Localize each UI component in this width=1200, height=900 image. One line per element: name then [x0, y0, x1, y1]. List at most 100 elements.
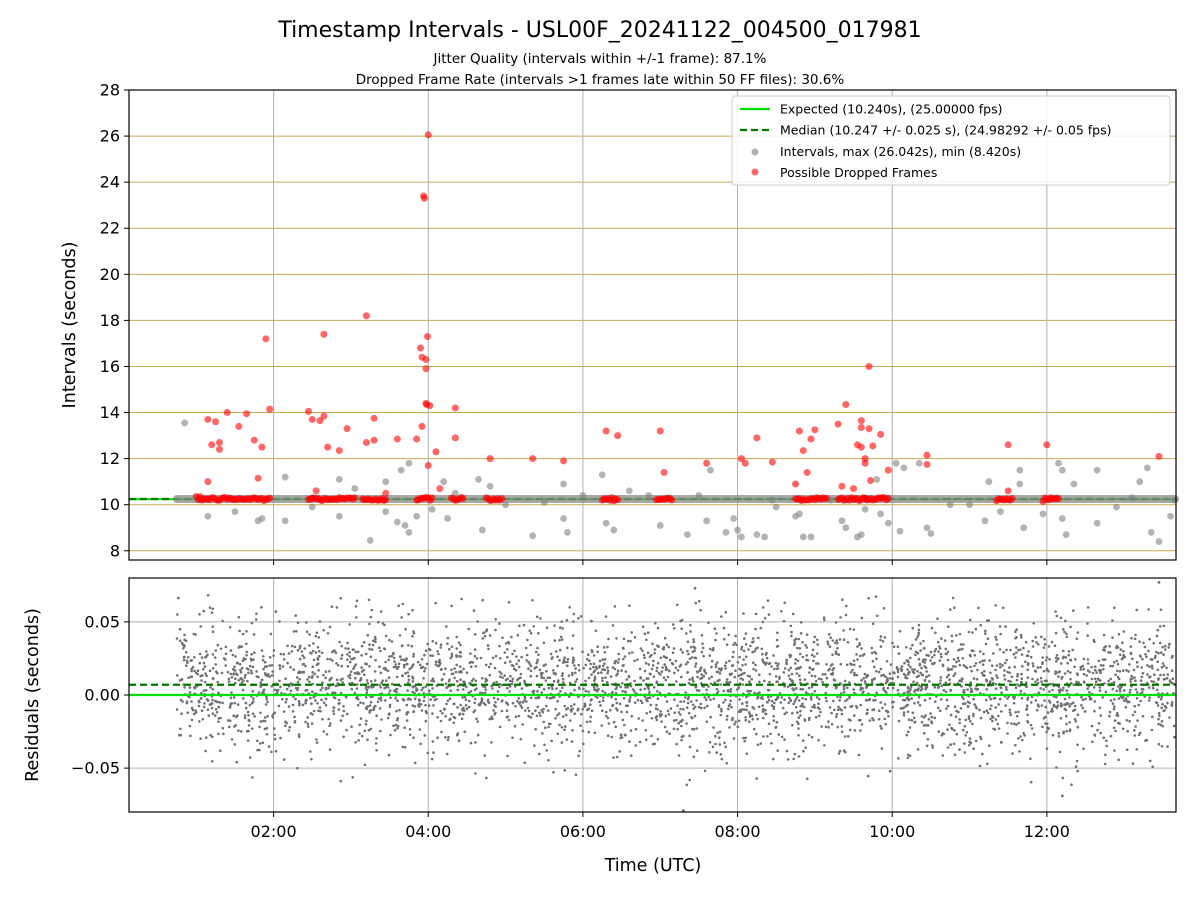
residual-point — [731, 718, 734, 721]
residual-point — [1006, 697, 1009, 700]
residual-point — [359, 717, 363, 720]
residual-point — [843, 735, 847, 738]
residual-point — [272, 654, 275, 658]
residual-point — [1159, 673, 1162, 677]
legend-intervals-label: Intervals, max (26.042s), min (8.420s) — [780, 144, 1021, 159]
residual-point — [1118, 653, 1122, 657]
residual-point — [496, 697, 500, 701]
residual-point — [847, 718, 851, 721]
residual-point — [561, 686, 564, 690]
residual-point — [467, 705, 471, 709]
residual-point — [859, 688, 862, 691]
residual-point — [801, 655, 805, 659]
residual-point — [1117, 758, 1120, 762]
residual-point — [767, 695, 770, 699]
residual-point — [783, 698, 786, 701]
residual-point — [699, 677, 702, 680]
residual-point — [1156, 628, 1160, 632]
residual-point — [1107, 651, 1110, 654]
residual-point — [346, 665, 350, 668]
residual-point — [984, 629, 987, 633]
residual-point — [1111, 702, 1115, 705]
residual-point — [486, 644, 490, 647]
residual-point — [203, 702, 206, 705]
residual-point — [188, 686, 192, 689]
residual-point — [1064, 619, 1067, 623]
residual-point — [817, 697, 821, 701]
residual-point — [944, 647, 948, 651]
residual-point — [799, 665, 802, 669]
residual-point — [1091, 671, 1095, 675]
interval-point — [1070, 480, 1078, 488]
dropped-frame-point — [656, 427, 664, 435]
dropped-frame-point — [262, 335, 270, 343]
chart-subtitle-dropped: Dropped Frame Rate (intervals >1 frames … — [356, 72, 845, 88]
residual-point — [1150, 664, 1154, 668]
residual-point — [968, 743, 971, 747]
residual-point — [371, 643, 375, 647]
residual-point — [353, 671, 357, 675]
residual-point — [190, 706, 194, 710]
residual-point — [561, 672, 564, 675]
residual-point — [1112, 681, 1116, 684]
residual-point — [924, 714, 927, 717]
residual-point — [795, 720, 799, 724]
residual-point — [729, 687, 733, 691]
residual-point — [284, 677, 287, 681]
residual-point — [939, 682, 942, 685]
residual-point — [417, 702, 421, 706]
residual-point — [997, 714, 1000, 718]
residual-point — [202, 705, 206, 709]
residual-point — [652, 659, 655, 663]
residual-point — [992, 681, 995, 685]
residual-point — [213, 714, 217, 717]
residual-point — [923, 678, 927, 682]
residual-point — [1112, 707, 1116, 711]
residual-point — [560, 741, 564, 744]
residual-point — [917, 628, 921, 632]
residual-point — [413, 705, 417, 708]
residual-point — [671, 623, 675, 626]
residual-point — [690, 716, 693, 719]
residual-point — [801, 702, 804, 706]
residual-point — [247, 714, 250, 717]
residual-point — [663, 725, 667, 729]
residual-point — [614, 659, 618, 663]
residual-point — [922, 724, 926, 727]
residual-point — [815, 638, 819, 642]
residual-point — [1170, 681, 1174, 685]
residual-point — [1135, 608, 1138, 612]
residual-point — [680, 738, 683, 742]
residual-point — [1122, 699, 1126, 702]
residual-point — [1161, 702, 1164, 706]
residual-point — [704, 698, 708, 701]
residual-point — [1050, 640, 1054, 644]
residual-point — [297, 700, 301, 703]
residual-point — [1160, 745, 1164, 748]
residual-point — [494, 618, 498, 621]
dropped-frame-point — [795, 427, 803, 435]
residual-point — [469, 741, 473, 745]
residual-point — [992, 652, 995, 655]
residual-point — [290, 683, 294, 687]
interval-point — [838, 517, 846, 525]
residual-point — [536, 689, 539, 693]
residual-point — [728, 659, 731, 663]
residual-point — [825, 663, 828, 666]
residual-point — [1121, 669, 1125, 672]
residual-point — [478, 691, 482, 694]
residual-point — [622, 657, 625, 661]
residual-point — [501, 676, 504, 679]
residual-point — [1067, 653, 1070, 657]
dropped-frame-point — [803, 468, 811, 476]
residual-point — [773, 667, 776, 671]
residual-point — [312, 658, 316, 662]
residual-point — [248, 719, 251, 723]
residual-point — [975, 678, 979, 681]
residual-point — [728, 681, 731, 684]
residual-point — [710, 675, 713, 679]
residual-point — [1111, 664, 1115, 668]
residual-point — [198, 652, 202, 656]
residual-point — [669, 707, 673, 710]
residual-point — [775, 720, 779, 724]
